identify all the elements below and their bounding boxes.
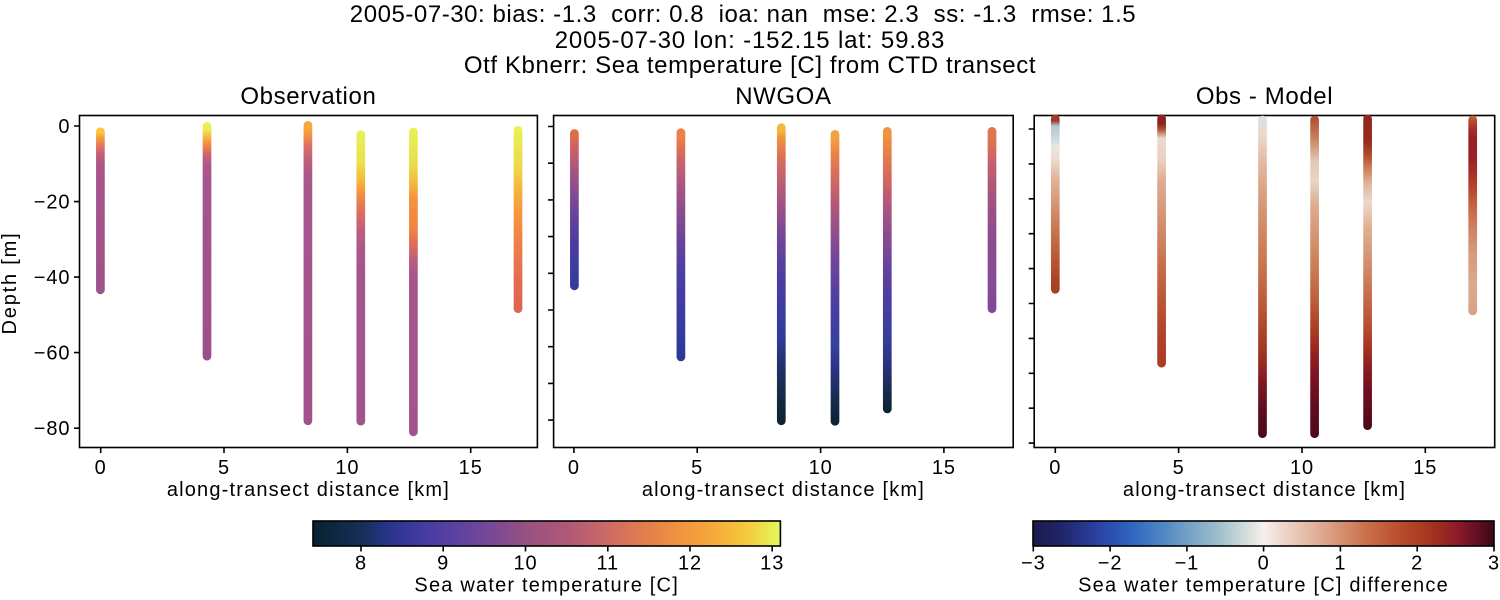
svg-text:2: 2 bbox=[1411, 553, 1423, 575]
svg-text:10: 10 bbox=[335, 457, 359, 479]
svg-text:15: 15 bbox=[1413, 457, 1437, 479]
svg-text:5: 5 bbox=[691, 457, 703, 479]
svg-text:−60: −60 bbox=[34, 343, 71, 365]
svg-text:3: 3 bbox=[1488, 553, 1500, 575]
svg-text:0: 0 bbox=[1049, 457, 1061, 479]
svg-text:9: 9 bbox=[437, 553, 449, 575]
svg-text:0: 0 bbox=[568, 457, 580, 479]
svg-text:13: 13 bbox=[760, 553, 784, 575]
svg-text:Sea water temperature [C]: Sea water temperature [C] bbox=[414, 575, 679, 597]
svg-text:10: 10 bbox=[1290, 457, 1314, 479]
svg-text:1: 1 bbox=[1334, 553, 1346, 575]
svg-text:Observation: Observation bbox=[240, 83, 376, 110]
svg-text:0: 0 bbox=[58, 116, 70, 138]
svg-text:11: 11 bbox=[597, 553, 620, 575]
svg-text:along-transect distance [km]: along-transect distance [km] bbox=[167, 479, 450, 501]
svg-text:−40: −40 bbox=[34, 267, 71, 289]
svg-text:0: 0 bbox=[1258, 553, 1270, 575]
svg-text:2005-07-30 lon: -152.15 lat: 5: 2005-07-30 lon: -152.15 lat: 59.83 bbox=[555, 27, 946, 54]
svg-text:−3: −3 bbox=[1021, 553, 1046, 575]
svg-text:15: 15 bbox=[932, 457, 956, 479]
svg-text:−1: −1 bbox=[1175, 553, 1200, 575]
svg-text:along-transect distance [km]: along-transect distance [km] bbox=[1123, 479, 1406, 501]
svg-text:Sea water temperature [C] diff: Sea water temperature [C] difference bbox=[1078, 575, 1449, 597]
svg-text:Obs - Model: Obs - Model bbox=[1196, 83, 1333, 110]
svg-text:5: 5 bbox=[218, 457, 230, 479]
svg-text:0: 0 bbox=[95, 457, 107, 479]
svg-text:Otf Kbnerr: Sea temperature [C: Otf Kbnerr: Sea temperature [C] from CTD… bbox=[464, 52, 1036, 79]
svg-text:along-transect distance [km]: along-transect distance [km] bbox=[642, 479, 925, 501]
svg-text:−2: −2 bbox=[1098, 553, 1123, 575]
svg-text:5: 5 bbox=[1173, 457, 1185, 479]
svg-text:15: 15 bbox=[459, 457, 483, 479]
svg-text:−20: −20 bbox=[34, 192, 71, 214]
svg-text:2005-07-30: bias: -1.3 corr:: 2005-07-30: bias: -1.3 corr: 0.8 ioa: na… bbox=[350, 1, 1136, 28]
svg-text:8: 8 bbox=[355, 553, 367, 575]
svg-text:Depth [m]: Depth [m] bbox=[0, 232, 21, 335]
svg-text:−80: −80 bbox=[34, 418, 71, 440]
svg-text:10: 10 bbox=[809, 457, 833, 479]
svg-text:10: 10 bbox=[513, 553, 537, 575]
svg-text:NWGOA: NWGOA bbox=[735, 83, 831, 110]
svg-text:12: 12 bbox=[678, 553, 702, 575]
